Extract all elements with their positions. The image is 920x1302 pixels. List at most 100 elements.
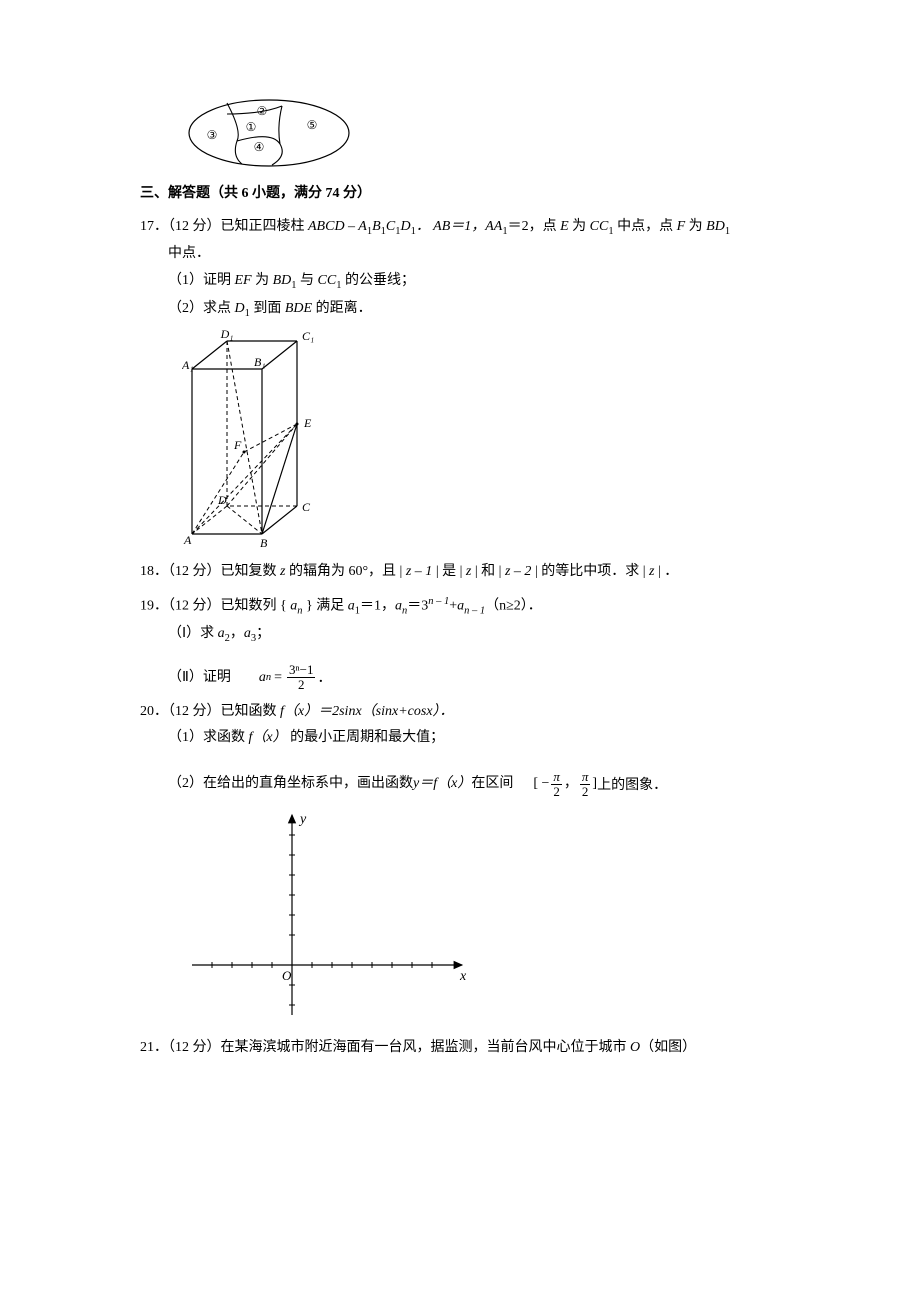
question-20: 20．（12 分）已知函数 f（x）＝2sinx（sinx+cosx）． （1）…: [140, 699, 780, 1026]
svg-text:B: B: [260, 536, 268, 549]
q17-bd: BD: [706, 219, 725, 234]
q19-comma: ，: [230, 626, 244, 641]
q20-p2c: 上的图象．: [597, 773, 667, 800]
q17-cc: CC: [590, 219, 609, 234]
q21-num: 21．: [140, 1040, 168, 1055]
q17-t1: 已知正四棱柱: [221, 219, 309, 234]
q17-d: D: [401, 219, 411, 234]
q19-frac-num: 3ⁿ−1: [287, 663, 315, 678]
q20-p2b: 在区间: [471, 771, 513, 798]
figure-axes: y x O: [182, 805, 780, 1025]
q19-p1: （Ⅰ）求: [168, 626, 218, 641]
q20-yfx: y＝f（x）: [413, 771, 471, 798]
q19-tb: } 满足: [302, 599, 347, 614]
q17-p2t: 的距离．: [312, 301, 372, 316]
q19-period: ．: [317, 666, 331, 693]
venn-svg: ① ② ③ ④ ⑤: [182, 96, 357, 171]
svg-text:⑤: ⑤: [307, 118, 318, 132]
q17-bde: BDE: [285, 301, 312, 316]
q19-a2: a: [218, 626, 225, 641]
q21-tail: （如图）: [640, 1040, 696, 1055]
q20-h1: 2: [551, 785, 562, 799]
q17-p1a: （1）证明: [168, 273, 235, 288]
q17-d1: D: [235, 301, 245, 316]
q17-cont: 中点．: [140, 241, 780, 268]
q18-tc: | 是 |: [432, 564, 466, 579]
q17-c: C: [386, 219, 395, 234]
prism-svg: D₁ C₁ A₁ B₁ E F D C A B: [182, 329, 332, 549]
q18-td: | 和 |: [471, 564, 505, 579]
q17-p1t: 的公垂线；: [341, 273, 415, 288]
q20-comma: ，: [564, 771, 578, 798]
q18-num: 18．: [140, 564, 168, 579]
svg-text:④: ④: [254, 140, 265, 154]
q19-frac-den: 2: [287, 678, 315, 692]
q20-frac2: π 2: [580, 770, 591, 800]
q20-pts: （12 分）: [168, 704, 221, 719]
q19-eq: ＝3: [407, 599, 428, 614]
q21-o: O: [630, 1040, 640, 1055]
figure-prism: D₁ C₁ A₁ B₁ E F D C A B: [182, 329, 780, 549]
svg-text:E: E: [303, 416, 312, 430]
q18-tb: 的辐角为 60°，且 |: [285, 564, 405, 579]
q19-p2: （Ⅱ）证明: [168, 665, 231, 692]
q19-n4: n: [266, 668, 271, 688]
q17-s7: 1: [725, 225, 730, 236]
q21-pts: （12 分）: [168, 1040, 221, 1055]
svg-text:B₁: B₁: [254, 355, 266, 369]
q17-abeq: ． AB＝1，AA: [416, 219, 502, 234]
q17-num: 17．: [140, 219, 168, 234]
q19-semi: ；: [256, 626, 270, 641]
q17-p1m: 为: [252, 273, 273, 288]
svg-text:D: D: [217, 493, 227, 507]
q19-num: 19．: [140, 599, 168, 614]
axes-svg: y x O: [182, 805, 482, 1025]
svg-text:F: F: [233, 438, 242, 452]
q19-cond: （n≥2）．: [485, 599, 542, 614]
q18-te: | 的等比中项．求 |: [531, 564, 649, 579]
question-19: 19．（12 分）已知数列 { an } 满足 a1＝1，an＝3n – 1+a…: [140, 592, 780, 693]
q20-ta: 已知函数: [221, 704, 281, 719]
svg-text:x: x: [459, 969, 467, 984]
svg-text:A: A: [183, 533, 192, 547]
q20-p2a: （2）在给出的直角坐标系中，画出函数: [168, 771, 413, 798]
svg-text:①: ①: [246, 120, 257, 134]
q19-ta: 已知数列 {: [221, 599, 291, 614]
svg-text:y: y: [298, 812, 307, 827]
q19-exp: n – 1: [428, 596, 449, 607]
q20-lbr: [ −: [533, 771, 549, 798]
q17-points: （12 分）: [168, 219, 221, 234]
q17-abcd: ABCD – A: [308, 219, 367, 234]
q20-pi2: π: [580, 770, 591, 785]
q17-eq2: ＝2，点: [508, 219, 561, 234]
svg-text:D₁: D₁: [220, 329, 234, 341]
q17-cc2: CC: [318, 273, 337, 288]
q17-b: B: [372, 219, 381, 234]
q19-a1eq: ＝1，: [360, 599, 395, 614]
q18-pts: （12 分）: [168, 564, 221, 579]
q18-zm1: z – 1: [406, 564, 432, 579]
q17-f: F: [677, 219, 686, 234]
q20-pi1: π: [551, 770, 562, 785]
q17-p1and: 与: [297, 273, 318, 288]
q17-p2m: 到面: [250, 301, 285, 316]
svg-text:C₁: C₁: [302, 329, 314, 343]
q18-tf: | ．: [655, 564, 679, 579]
q19-nm1: n – 1: [464, 605, 485, 616]
q17-ef: EF: [235, 273, 252, 288]
q17-bd2: BD: [273, 273, 292, 288]
figure-venn: ① ② ③ ④ ⑤: [182, 96, 780, 171]
q20-p1: （1）求函数: [168, 730, 249, 745]
q17-tb: 为: [569, 219, 590, 234]
q19-plus: +: [449, 599, 457, 614]
svg-text:③: ③: [207, 128, 218, 142]
q19-an4: a: [259, 665, 266, 692]
section-header: 三、解答题（共 6 小题，满分 74 分）: [140, 181, 780, 208]
q20-fx: f（x）＝2sinx（sinx+cosx）．: [280, 704, 454, 719]
q20-num: 20．: [140, 704, 168, 719]
q21-text: 在某海滨城市附近海面有一台风，据监测，当前台风中心位于城市: [221, 1040, 631, 1055]
question-21: 21．（12 分）在某海滨城市附近海面有一台风，据监测，当前台风中心位于城市 O…: [140, 1035, 780, 1062]
svg-text:O: O: [282, 968, 292, 983]
svg-text:②: ②: [257, 104, 268, 118]
svg-text:A₁: A₁: [182, 358, 194, 372]
